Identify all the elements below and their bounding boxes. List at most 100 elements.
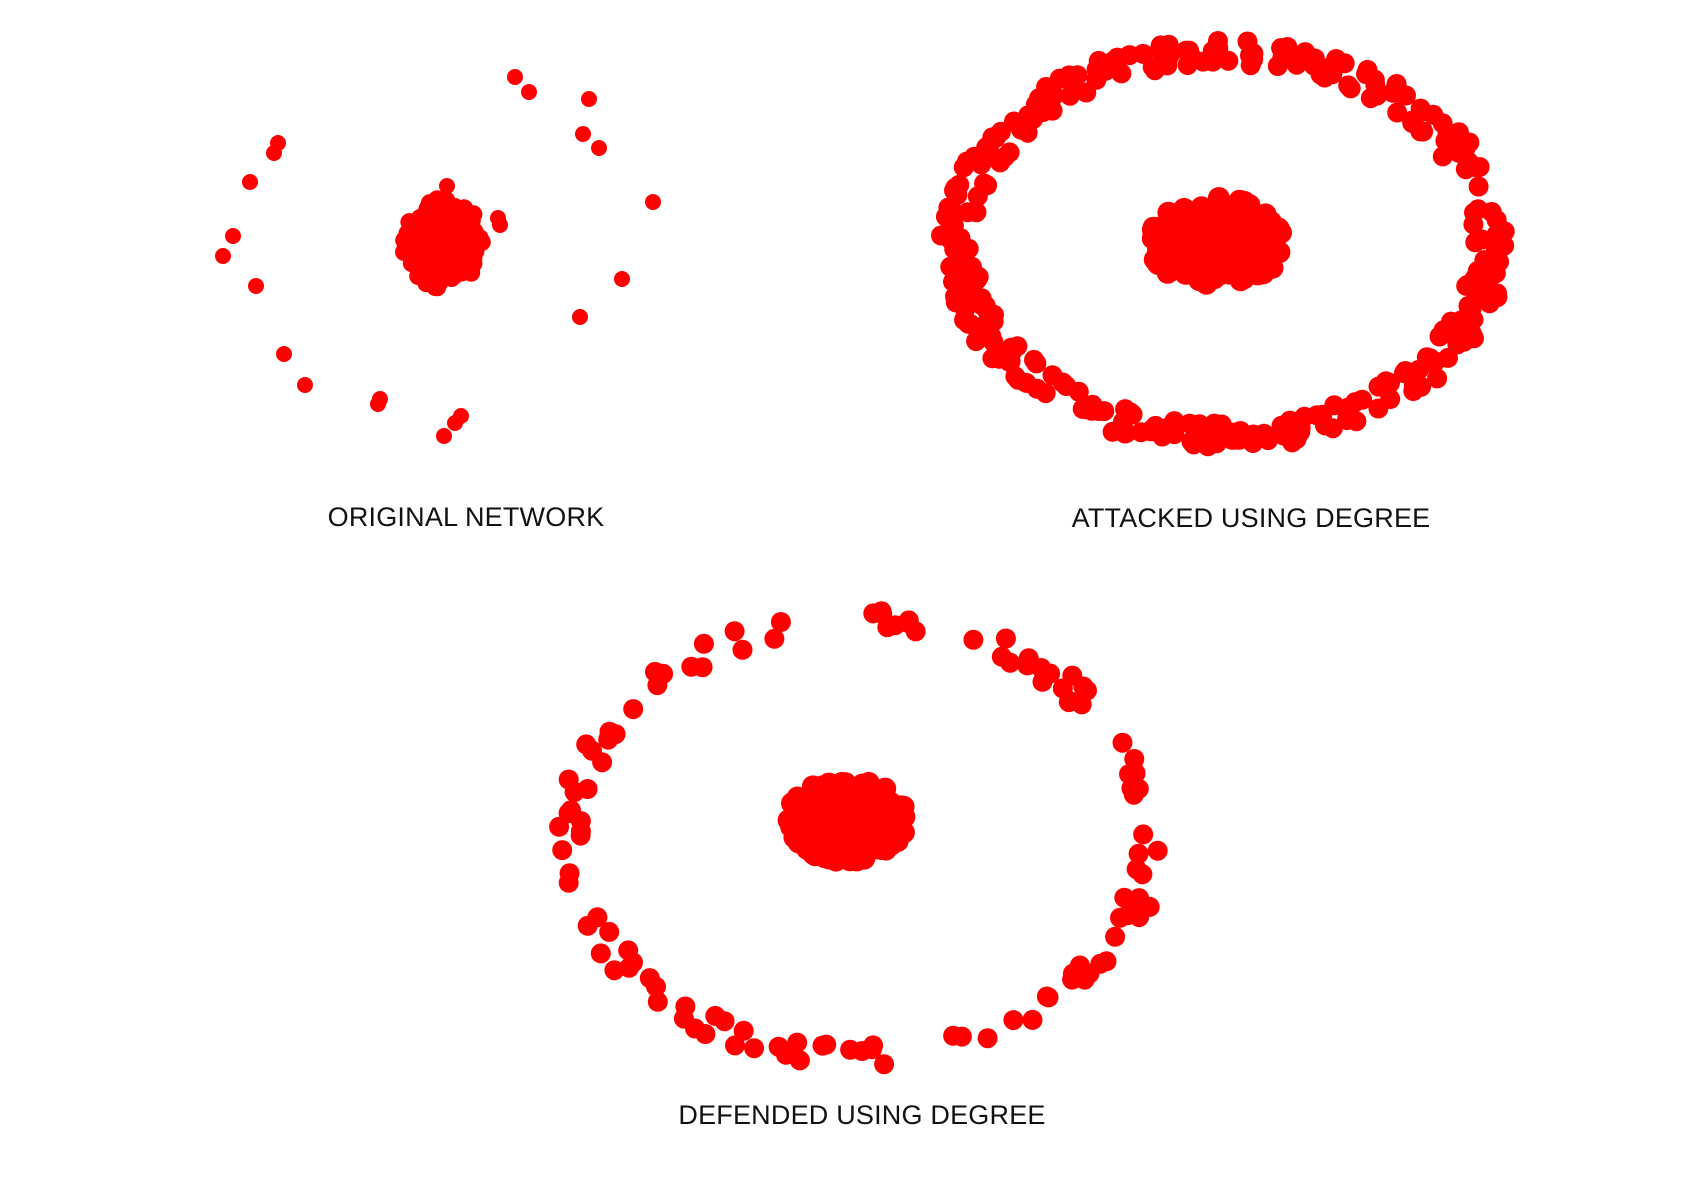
network-node	[598, 729, 619, 750]
network-node	[1209, 260, 1232, 283]
network-node	[1334, 53, 1355, 74]
network-node	[623, 952, 643, 973]
network-node	[966, 202, 987, 223]
network-node	[863, 603, 884, 624]
network-node	[1074, 969, 1095, 990]
network-node	[1040, 81, 1061, 102]
network-node	[1476, 250, 1497, 271]
network-node	[1181, 431, 1202, 452]
network-node	[1112, 732, 1133, 753]
network-node	[1022, 1009, 1043, 1030]
original-network-label: ORIGINAL NETWORK	[327, 502, 605, 532]
network-node	[1345, 392, 1366, 413]
network-node	[591, 140, 607, 156]
network-node	[266, 145, 282, 161]
network-node	[776, 1044, 796, 1065]
network-node	[693, 633, 714, 654]
network-node	[1368, 398, 1389, 419]
network-node	[1387, 102, 1408, 123]
network-node	[1158, 34, 1179, 55]
network-node	[1240, 45, 1260, 66]
network-node	[1456, 275, 1477, 296]
network-node	[945, 286, 965, 307]
network-node	[999, 142, 1020, 163]
network-node	[1427, 368, 1448, 389]
network-node	[1040, 663, 1061, 684]
network-node	[1208, 31, 1228, 51]
network-node	[931, 225, 951, 246]
network-node	[1016, 372, 1037, 393]
network-node	[940, 256, 961, 277]
network-node	[1018, 648, 1039, 669]
network-node	[1088, 50, 1109, 71]
network-node	[786, 786, 809, 809]
network-node	[1472, 282, 1492, 303]
attacked-network-central-cluster	[1141, 187, 1292, 295]
network-node	[1455, 138, 1476, 159]
network-node	[1421, 352, 1442, 373]
network-node	[1218, 50, 1239, 71]
network-node	[604, 960, 625, 981]
network-node	[1142, 418, 1163, 439]
network-node	[507, 69, 523, 85]
network-node	[1486, 224, 1507, 245]
network-node	[225, 228, 241, 244]
network-node	[860, 805, 883, 828]
network-node	[954, 310, 975, 330]
original-network-panel	[215, 69, 661, 444]
attacked-network-isolated-nodes	[931, 31, 1515, 457]
network-node	[1158, 49, 1178, 69]
network-node	[874, 1054, 895, 1075]
network-node	[1322, 418, 1343, 439]
network-node	[764, 628, 785, 649]
network-node	[1090, 953, 1111, 974]
network-node	[462, 263, 481, 282]
network-node	[1142, 216, 1165, 239]
defended-network-label: DEFENDED USING DEGREE	[678, 1100, 1046, 1130]
network-node	[905, 621, 926, 642]
attacked-network-label: ATTACKED USING DEGREE	[1071, 503, 1431, 533]
network-node	[582, 740, 602, 761]
network-node	[1126, 859, 1147, 880]
network-node	[940, 197, 961, 217]
network-node	[521, 84, 537, 100]
network-node	[1487, 283, 1508, 304]
network-node	[974, 173, 995, 194]
network-node	[695, 1024, 716, 1044]
network-node	[675, 996, 696, 1017]
network-node	[1060, 85, 1080, 106]
network-node	[1081, 400, 1102, 421]
network-node	[1340, 78, 1361, 99]
network-node	[1433, 320, 1454, 341]
network-node	[1086, 69, 1107, 90]
network-node	[1121, 778, 1142, 799]
network-node	[944, 180, 964, 201]
network-node	[645, 194, 661, 210]
original-network-central-cluster	[395, 190, 491, 297]
network-node	[1111, 63, 1132, 84]
network-node	[825, 789, 847, 811]
network-node	[623, 699, 644, 720]
network-node	[570, 825, 591, 846]
network-node	[653, 663, 674, 684]
network-node	[422, 200, 441, 219]
network-node	[581, 91, 597, 107]
network-node	[248, 278, 264, 294]
network-node	[647, 991, 668, 1012]
network-node	[577, 779, 598, 799]
network-node	[1114, 887, 1135, 908]
network-node	[1129, 888, 1150, 909]
original-network-isolated-nodes	[215, 69, 661, 444]
network-node	[430, 274, 448, 293]
network-node	[1290, 418, 1311, 439]
network-node	[848, 791, 871, 814]
network-node	[575, 126, 591, 142]
network-node	[1435, 130, 1456, 151]
network-node	[398, 224, 417, 243]
network-node	[951, 1026, 972, 1047]
network-node	[1254, 203, 1277, 226]
network-node	[372, 391, 388, 407]
network-node	[1061, 70, 1082, 91]
defended-network-panel	[549, 601, 1168, 1075]
network-node	[490, 210, 506, 226]
